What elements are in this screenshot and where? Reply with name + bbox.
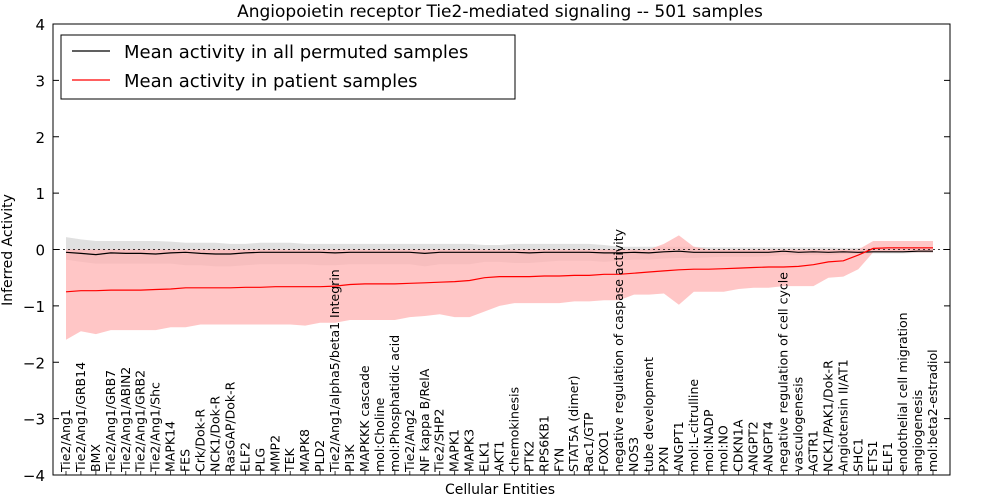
- x-tick-label: CDKN1A: [731, 419, 746, 472]
- x-tick-label: SHC1: [850, 438, 865, 472]
- x-tick-label: Tie2/SHP2: [432, 409, 447, 473]
- y-axis-ticks: −4 −3 −2 −1 0 1 2 3 4: [23, 16, 950, 485]
- x-tick-label: Tie2/Ang1/ABIN2: [118, 367, 133, 473]
- x-tick-label: Tie2/Ang1/GRB7: [103, 370, 118, 473]
- x-tick-label: NOS3: [626, 437, 641, 472]
- x-tick-label: NCK1/PAK1/Dok-R: [820, 360, 835, 472]
- y-tick-label: −3: [23, 411, 45, 429]
- y-tick-label: −2: [23, 354, 45, 372]
- x-tick-label: MAPK8: [297, 429, 312, 472]
- y-tick-label: 3: [35, 72, 45, 90]
- x-tick-label: Angiotensin II/AT1: [835, 359, 850, 472]
- y-tick-label: −1: [23, 298, 45, 316]
- x-tick-labels: Tie2/Ang1 Tie2/Ang1/GRB14 BMX Tie2/Ang1/GRB…: [58, 228, 940, 475]
- x-tick-label: mol:Phosphatidic acid: [387, 335, 402, 472]
- x-tick-label: FES: [178, 449, 193, 472]
- x-tick-label: ETS1: [865, 441, 880, 472]
- x-tick-label: angiogenesis: [910, 390, 925, 472]
- x-tick-label: ANGPT1: [671, 421, 686, 472]
- x-tick-label: STAT5A (dimer): [566, 375, 581, 471]
- legend-label-patient: Mean activity in patient samples: [124, 71, 418, 92]
- series-line-patient: [65, 247, 933, 293]
- x-tick-label: Tie2/Ang1/Shc: [148, 382, 163, 473]
- x-tick-label: ELF1: [880, 442, 895, 472]
- x-tick-label: MAPK1: [447, 429, 462, 472]
- x-tick-label: Tie2/Ang1/GRB2: [133, 370, 148, 473]
- y-axis-label: Inferred Activity: [0, 194, 16, 306]
- x-tick-label: BMX: [88, 444, 103, 472]
- x-tick-label: MMP2: [267, 435, 282, 472]
- x-tick-label: FYN: [551, 448, 566, 472]
- x-tick-label: AKT1: [492, 441, 507, 472]
- x-tick-label: Tie2/Ang2: [402, 409, 417, 473]
- x-tick-label: MAPK3: [462, 429, 477, 472]
- x-tick-label: NCK1/Dok-R: [208, 396, 223, 472]
- x-tick-label: Rac1/GTP: [581, 412, 596, 472]
- x-tick-label: PTK2: [521, 441, 536, 472]
- chart-title: Angiopoietin receptor Tie2-mediated sign…: [237, 2, 763, 22]
- x-tick-label: PXN: [656, 447, 671, 472]
- legend: Mean activity in all permuted samples Me…: [60, 34, 516, 100]
- y-tick-label: 2: [35, 129, 45, 147]
- legend-label-permuted: Mean activity in all permuted samples: [124, 42, 468, 63]
- x-tick-label: MAPKKK cascade: [357, 365, 372, 472]
- x-tick-label: PLG: [252, 448, 267, 472]
- x-tick-label: chemokinesis: [506, 387, 521, 472]
- x-tick-label: tube development: [641, 357, 656, 472]
- x-tick-label: FOXO1: [596, 430, 611, 472]
- x-tick-label: RPS6KB1: [536, 415, 551, 472]
- x-tick-label: mol:NO: [716, 425, 731, 472]
- y-tick-label: 0: [35, 242, 45, 260]
- x-tick-label: mol:beta2-estradiol: [925, 349, 940, 472]
- x-tick-label: PLD2: [312, 440, 327, 472]
- band-patient: [66, 235, 933, 340]
- x-tick-label: RasGAP/Dok-R: [222, 381, 237, 472]
- x-tick-label: MAPK14: [163, 421, 178, 472]
- legend-box: [60, 34, 516, 100]
- x-tick-label: endothelial cell migration: [895, 312, 910, 472]
- x-tick-label: mol:NADP: [701, 409, 716, 472]
- x-tick-label: PI3K: [342, 444, 357, 472]
- x-tick-label: vasculogenesis: [791, 377, 806, 472]
- series-line-permuted: [65, 250, 933, 256]
- x-tick-label: negative regulation of caspase activity: [611, 228, 626, 472]
- x-tick-label: ANGPT4: [761, 421, 776, 472]
- x-tick-label: Crk/Dok-R: [193, 409, 208, 472]
- x-tick-label: AGTR1: [805, 430, 820, 472]
- x-tick-label: mol:L-citrulline: [686, 379, 701, 472]
- x-tick-label: ELF2: [237, 442, 252, 472]
- x-tick-label: TEK: [282, 447, 297, 473]
- x-tick-label: mol:Choline: [372, 397, 387, 472]
- series-lines: [65, 247, 933, 293]
- y-tick-label: −4: [23, 467, 45, 485]
- x-tick-label: ELK1: [477, 441, 492, 472]
- x-axis-label: Cellular Entities: [445, 482, 555, 498]
- x-tick-label: NF kappa B/RelA: [417, 368, 432, 472]
- x-tick-label: Tie2/Ang1/GRB14: [73, 362, 88, 473]
- y-tick-label: 4: [35, 16, 45, 34]
- x-tick-label: Tie2/Ang1: [58, 409, 73, 473]
- x-tick-label: ANGPT2: [746, 421, 761, 472]
- y-tick-label: 1: [35, 185, 45, 203]
- x-tick-label: negative regulation of cell cycle: [776, 272, 791, 472]
- x-tick-label: Tie2/Ang1/alpha5/beta1 Integrin: [327, 269, 342, 473]
